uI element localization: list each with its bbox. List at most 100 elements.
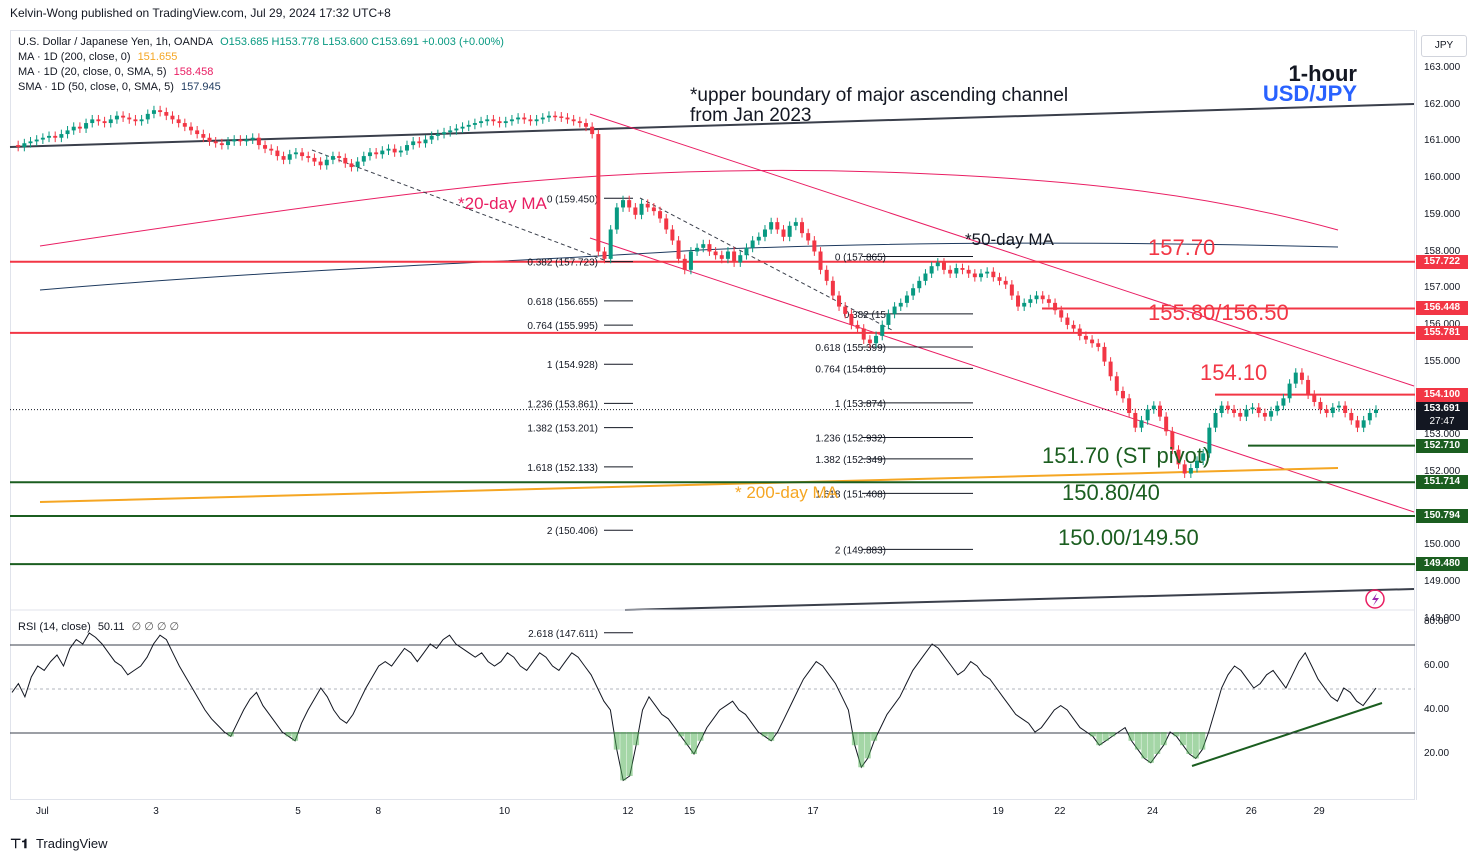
candle-body xyxy=(337,156,342,158)
candle-body xyxy=(1059,310,1064,318)
candle-body xyxy=(627,200,632,208)
candle-body xyxy=(71,126,76,131)
candle-body xyxy=(762,229,767,237)
fib-label-left: 0 (159.450) xyxy=(547,194,598,205)
candle-body xyxy=(22,143,27,147)
price-badge[interactable]: 151.714 xyxy=(1416,475,1468,490)
candle-body xyxy=(460,126,465,129)
candle-body xyxy=(367,152,372,157)
fib-label-right: 0.618 (155.399) xyxy=(815,343,886,354)
candle-body xyxy=(491,119,496,122)
title-pair: USD/JPY xyxy=(1263,81,1357,106)
candle-body xyxy=(781,229,786,237)
price-badge[interactable]: 150.794 xyxy=(1416,508,1468,523)
candle-body xyxy=(861,328,866,340)
candle-body xyxy=(972,273,977,278)
candle-body xyxy=(707,244,712,252)
candle-body xyxy=(121,115,126,118)
candle-body xyxy=(546,115,551,118)
candle-body xyxy=(1324,409,1329,413)
legend-rsi-row[interactable]: RSI (14, close) 50.11 ∅ ∅ ∅ ∅ xyxy=(18,620,183,633)
price-tick: 157.000 xyxy=(1424,282,1461,294)
candle-body xyxy=(53,135,58,138)
fib-label-left: 2.618 (147.611) xyxy=(528,629,598,640)
candle-body xyxy=(207,137,212,142)
candle-body xyxy=(769,222,774,230)
resistance-label-1: 157.70 xyxy=(1148,235,1215,260)
candle-body xyxy=(349,163,354,168)
candle-body xyxy=(287,154,292,160)
time-tick: 3 xyxy=(153,806,159,817)
time-tick: 5 xyxy=(295,806,301,817)
ascending-channel-upper-line xyxy=(9,103,1415,148)
price-tick: 160.000 xyxy=(1424,172,1461,184)
candle-body xyxy=(1293,372,1298,384)
price-badge[interactable]: 155.781 xyxy=(1416,325,1468,340)
legend-rsi: RSI (14, close) xyxy=(18,621,91,633)
candle-body xyxy=(874,335,879,344)
price-badge[interactable]: 149.480 xyxy=(1416,557,1468,572)
candle-body xyxy=(867,339,872,344)
alert-lightning-icon[interactable] xyxy=(1365,589,1385,609)
candle-body xyxy=(1361,420,1366,428)
rsi-tick: 80.00 xyxy=(1424,616,1450,627)
candle-body xyxy=(837,295,842,307)
annotations: *upper boundary of major ascending chann… xyxy=(458,61,1357,550)
price-badge[interactable]: 154.100 xyxy=(1416,387,1468,402)
time-tick: 12 xyxy=(622,806,634,817)
legend-symbol[interactable]: U.S. Dollar / Japanese Yen, 1h, OANDA xyxy=(18,36,214,48)
candle-body xyxy=(1071,324,1076,329)
candle-body xyxy=(201,134,206,138)
candle-body xyxy=(658,211,663,219)
candle-body xyxy=(997,277,1002,281)
candle-body xyxy=(1034,295,1039,300)
candle-body xyxy=(1090,339,1095,344)
candle-body xyxy=(565,117,570,120)
price-badge[interactable]: 152.710 xyxy=(1416,438,1468,453)
fib-label-left: 2 (150.406) xyxy=(547,526,598,537)
legend-ma200-row[interactable]: MA · 1D (200, close, 0) 151.655 xyxy=(18,51,181,63)
fib-label-left: 1.618 (152.133) xyxy=(527,463,598,474)
candle-body xyxy=(639,203,644,215)
fib-label-left: 1.382 (153.201) xyxy=(527,424,598,435)
legend-ma20-row[interactable]: MA · 1D (20, close, 0, SMA, 5) 158.458 xyxy=(18,66,217,78)
candle-body xyxy=(843,306,848,314)
candle-body xyxy=(1336,405,1341,408)
price-tick: 148.000 xyxy=(1424,612,1461,624)
candle-body xyxy=(182,123,187,127)
candle-body xyxy=(195,130,200,135)
candle-body xyxy=(787,225,792,237)
candle-body xyxy=(1127,398,1132,413)
currency-button[interactable]: JPY xyxy=(1421,35,1467,57)
candle-body xyxy=(1244,409,1249,417)
ma20-line xyxy=(39,169,1339,247)
trend-lines xyxy=(9,103,1415,767)
candle-body xyxy=(417,141,422,144)
candle-body xyxy=(306,156,311,158)
horizontal-levels xyxy=(10,260,1415,566)
candle-body xyxy=(324,159,329,166)
candle-body xyxy=(1256,407,1261,413)
candle-body xyxy=(281,156,286,160)
candle-body xyxy=(793,222,798,226)
candle-body xyxy=(386,148,391,151)
current-price-badge[interactable]: 153.691 27:47 xyxy=(1416,401,1468,430)
fib-label-right: 1.236 (152.932) xyxy=(815,433,886,444)
candle-body xyxy=(133,119,138,122)
candle-body xyxy=(522,117,527,120)
candle-body xyxy=(1157,405,1162,417)
candle-body xyxy=(1046,299,1051,303)
candle-body xyxy=(1195,460,1200,469)
price-badge[interactable]: 157.722 xyxy=(1416,254,1468,269)
candle-body xyxy=(472,123,477,125)
candle-body xyxy=(250,137,255,140)
candle-body xyxy=(1009,284,1014,296)
fib-label-left: 0.764 (155.995) xyxy=(527,321,598,332)
footer-brand[interactable]: ⊤𝟏 TradingView xyxy=(10,836,108,852)
price-badge[interactable]: 156.448 xyxy=(1416,301,1468,316)
candle-body xyxy=(1120,390,1125,399)
candle-body xyxy=(670,229,675,241)
support-label-3: 150.00/149.50 xyxy=(1058,525,1199,550)
legend-sma50-row[interactable]: SMA · 1D (50, close, 0, SMA, 5) 157.945 xyxy=(18,81,225,93)
